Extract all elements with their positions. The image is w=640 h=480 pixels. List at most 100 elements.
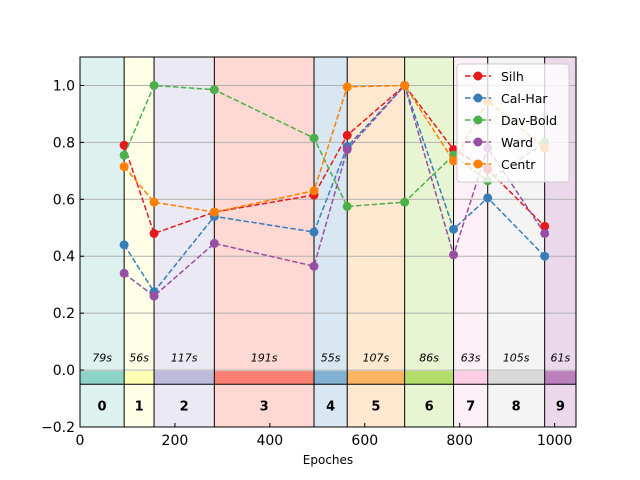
data-point bbox=[449, 224, 459, 234]
segment-strip-7 bbox=[453, 371, 488, 385]
segment-bg-0 bbox=[80, 57, 125, 427]
segment-strip-1 bbox=[124, 371, 155, 385]
segment-strip-6 bbox=[404, 371, 454, 385]
data-point bbox=[309, 227, 319, 237]
y-tick-label-6: 1.0 bbox=[53, 78, 75, 94]
plot-frame bbox=[79, 56, 577, 428]
data-point bbox=[149, 228, 159, 238]
segment-duration-6: 86s bbox=[419, 352, 439, 365]
data-point bbox=[540, 228, 550, 238]
segment-bg-2 bbox=[154, 57, 215, 427]
x-tick-label-1: 200 bbox=[162, 433, 189, 449]
segment-duration-4: 55s bbox=[321, 352, 341, 365]
data-point bbox=[342, 145, 352, 154]
legend-entry-cal-har: Cal-Har bbox=[465, 91, 548, 106]
data-point bbox=[119, 162, 129, 172]
segment-strip-4 bbox=[313, 371, 348, 385]
segment-strip-8 bbox=[487, 371, 545, 385]
legend-label: Cal-Har bbox=[501, 91, 548, 106]
y-tick-label-3: 0.4 bbox=[53, 249, 75, 265]
data-point bbox=[119, 268, 129, 278]
legend-entry-centr: Centr bbox=[465, 157, 536, 172]
segment-duration-1: 56s bbox=[129, 352, 149, 365]
data-point bbox=[119, 240, 129, 250]
segment-duration-3: 191s bbox=[251, 352, 278, 365]
data-point bbox=[119, 150, 129, 160]
legend-label: Silh bbox=[501, 69, 524, 84]
data-point bbox=[309, 133, 319, 143]
data-point bbox=[400, 80, 410, 90]
y-tick-label-0: −0.2 bbox=[41, 420, 75, 436]
segment-number-2: 2 bbox=[180, 400, 189, 415]
legend-swatch-marker bbox=[473, 93, 483, 103]
x-tick-label-5: 1000 bbox=[537, 433, 573, 449]
legend-swatch-marker bbox=[473, 137, 483, 147]
segment-duration-2: 117s bbox=[171, 352, 198, 365]
segment-number-7: 7 bbox=[466, 400, 475, 415]
segment-backgrounds bbox=[80, 57, 576, 427]
segment-strip-3 bbox=[214, 371, 314, 385]
segment-strip bbox=[80, 57, 576, 427]
legend-swatch-marker bbox=[473, 115, 483, 125]
segment-strip-0 bbox=[80, 371, 125, 385]
data-point bbox=[342, 82, 352, 92]
segment-strip-9 bbox=[544, 371, 576, 385]
segment-duration-8: 105s bbox=[503, 352, 530, 365]
legend-label: Centr bbox=[501, 157, 536, 172]
y-axis: −0.2 0.0 0.2 0.4 0.6 0.8 1.0 bbox=[41, 78, 84, 436]
segment-number-6: 6 bbox=[425, 400, 434, 415]
legend: Silh Cal-Har Dav-Bold Ward Centr bbox=[456, 63, 570, 183]
data-point bbox=[209, 207, 219, 217]
data-point bbox=[149, 291, 159, 301]
legend-entry-silh: Silh bbox=[465, 69, 524, 84]
data-point bbox=[449, 250, 459, 260]
data-point bbox=[483, 193, 493, 203]
legend-swatch-marker bbox=[473, 71, 483, 81]
segment-number-9: 9 bbox=[556, 400, 565, 415]
segment-duration-labels: 79s 0 56s 1 117s 2 191s 3 55s 4 107s 5 86s 6 63s 7 105s 8… bbox=[92, 352, 570, 415]
segment-duration-9: 61s bbox=[550, 352, 570, 365]
data-point bbox=[342, 130, 352, 140]
x-tick-label-3: 600 bbox=[351, 433, 378, 449]
segment-strip-5 bbox=[347, 371, 405, 385]
y-tick-label-4: 0.6 bbox=[53, 192, 75, 208]
data-point bbox=[540, 221, 550, 231]
x-axis-label: Epoches bbox=[303, 453, 353, 467]
segment-number-4: 4 bbox=[326, 400, 335, 415]
data-point bbox=[209, 238, 219, 248]
segment-bg-4 bbox=[313, 57, 348, 427]
legend-label: Ward bbox=[501, 135, 533, 150]
data-point bbox=[209, 85, 219, 95]
segment-number-0: 0 bbox=[98, 400, 107, 415]
legend-entry-ward: Ward bbox=[465, 135, 533, 150]
legend-box bbox=[456, 63, 570, 183]
data-point bbox=[342, 201, 352, 211]
segment-number-8: 8 bbox=[512, 400, 521, 415]
segment-bg-3 bbox=[214, 57, 314, 427]
data-point bbox=[449, 156, 459, 166]
y-tick-label-2: 0.2 bbox=[53, 306, 75, 322]
segment-bg-5 bbox=[347, 57, 405, 427]
segment-duration-5: 107s bbox=[363, 352, 390, 365]
x-tick-label-0: 0 bbox=[76, 433, 85, 449]
data-point bbox=[540, 251, 550, 261]
data-point bbox=[309, 261, 319, 271]
legend-swatch-marker bbox=[473, 159, 483, 169]
x-tick-label-4: 800 bbox=[446, 433, 473, 449]
x-axis: 0 200 400 600 800 1000 bbox=[76, 423, 573, 449]
legend-label: Dav-Bold bbox=[501, 113, 557, 128]
segment-number-3: 3 bbox=[260, 400, 269, 415]
data-point bbox=[149, 80, 159, 90]
legend-entry-dav-bold: Dav-Bold bbox=[465, 113, 557, 128]
segment-duration-7: 63s bbox=[461, 352, 481, 365]
segment-bg-1 bbox=[124, 57, 155, 427]
y-tick-label-5: 0.8 bbox=[53, 135, 75, 151]
x-tick-label-2: 400 bbox=[256, 433, 283, 449]
segment-strip-2 bbox=[154, 371, 215, 385]
data-point bbox=[119, 140, 129, 150]
segment-number-5: 5 bbox=[371, 400, 380, 415]
segment-number-1: 1 bbox=[135, 400, 144, 415]
data-point bbox=[400, 197, 410, 207]
y-tick-label-1: 0.0 bbox=[53, 363, 75, 379]
